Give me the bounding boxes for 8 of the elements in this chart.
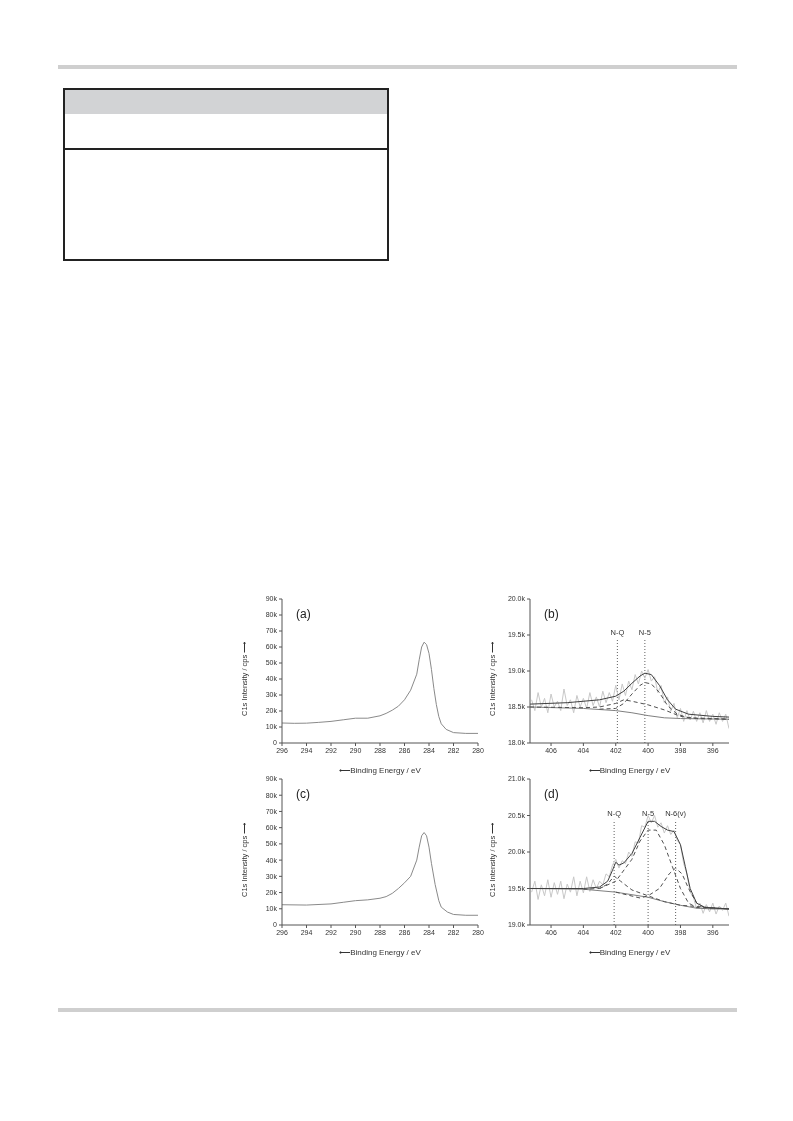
x-axis-title: ⟵Binding Energy / eV [339,766,422,775]
x-axis-title: ⟵Binding Energy / eV [339,948,422,957]
x-axis-title: ⟵Binding Energy / eV [588,948,672,957]
annotation: (a) [296,607,311,621]
annotation: (c) [296,787,310,801]
x-axis-title: ⟵Binding Energy / eV [588,766,672,775]
annotation: (b) [544,607,559,621]
annotation: (d) [544,787,559,801]
